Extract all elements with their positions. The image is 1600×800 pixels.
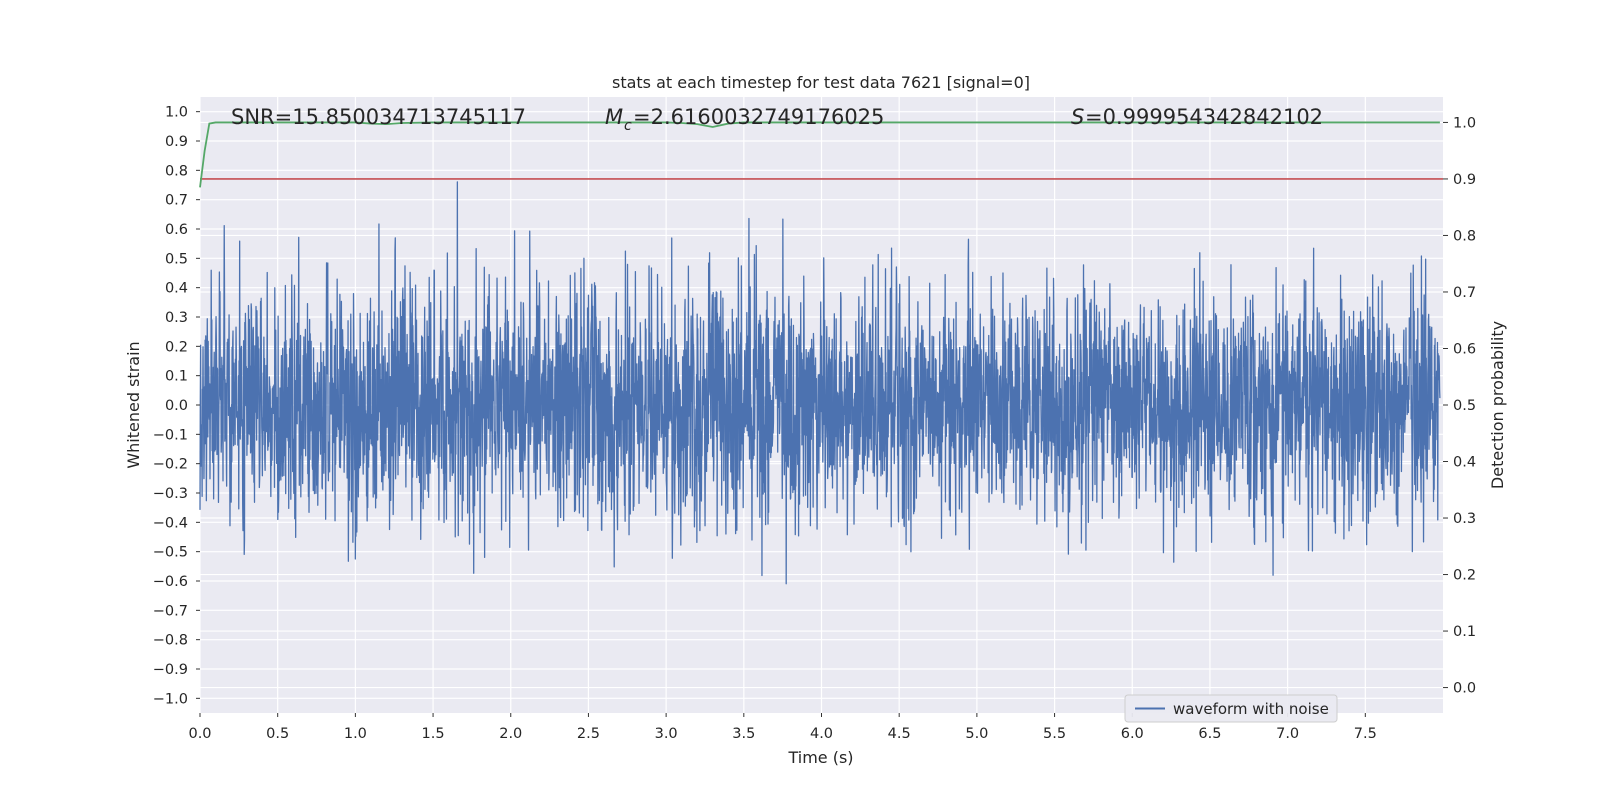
- y-tick-label: −0.5: [153, 545, 188, 561]
- y2-tick-label: 0.3: [1453, 511, 1476, 527]
- y-tick-label: −0.2: [153, 457, 188, 473]
- mc-annotation: M c =2.6160032749176025: [605, 105, 884, 134]
- y2-tick-label: 0.0: [1453, 681, 1476, 697]
- y-tick-label: 0.2: [165, 339, 188, 355]
- chart-title: stats at each timestep for test data 762…: [612, 73, 1030, 92]
- probability-line: [199, 121, 1440, 188]
- y-tick-label: −0.4: [153, 515, 188, 531]
- svg-text:S: S: [1071, 105, 1084, 129]
- snr-annotation: SNR=15.850034713745117: [231, 105, 526, 129]
- y-tick-label: −0.6: [153, 574, 188, 590]
- y-axis-right: 1.0 0.9 0.8 0.7 0.6 0.5 0.4 0.3 0.2 0.1 0.0: [1443, 115, 1476, 697]
- y2-axis-label: Detection probability: [1488, 321, 1507, 489]
- x-tick-label: 2.0: [499, 726, 522, 742]
- y-tick-label: 0.6: [165, 222, 188, 238]
- x-tick-label: 2.5: [577, 726, 600, 742]
- x-tick-label: 1.5: [422, 726, 445, 742]
- y-tick-label: −0.1: [153, 427, 188, 443]
- x-tick-label: 5.5: [1043, 726, 1066, 742]
- x-tick-label: 4.0: [810, 726, 833, 742]
- x-tick-label: 6.0: [1121, 726, 1144, 742]
- y2-tick-label: 0.5: [1453, 398, 1476, 414]
- y2-tick-label: 0.4: [1453, 455, 1476, 471]
- legend: waveform with noise: [1124, 694, 1338, 723]
- y-tick-label: 0.1: [165, 369, 188, 385]
- svg-text:c: c: [624, 118, 632, 134]
- waveform-line: [199, 181, 1441, 585]
- x-tick-label: 3.5: [732, 726, 755, 742]
- y2-tick-label: 0.1: [1453, 624, 1476, 640]
- y-tick-label: −0.7: [153, 603, 188, 619]
- svg-text:=0.999954342842102: =0.999954342842102: [1085, 105, 1323, 129]
- y2-tick-label: 0.8: [1453, 228, 1476, 244]
- y2-tick-label: 0.7: [1453, 285, 1476, 301]
- waveform-series: [199, 181, 1441, 585]
- s-annotation: S =0.999954342842102: [1071, 105, 1323, 129]
- y-tick-label: 0.3: [165, 310, 188, 326]
- x-tick-label: 6.5: [1198, 726, 1221, 742]
- y-tick-label: −0.3: [153, 486, 188, 502]
- x-tick-label: 3.0: [655, 726, 678, 742]
- y-tick-label: 0.7: [165, 193, 188, 209]
- svg-text:M: M: [605, 105, 623, 129]
- y-tick-label: 0.0: [165, 398, 188, 414]
- y2-tick-label: 0.2: [1453, 568, 1476, 584]
- y2-tick-label: 0.9: [1453, 172, 1476, 188]
- x-tick-label: 4.5: [888, 726, 911, 742]
- legend-box: [1124, 694, 1338, 723]
- x-axis: 0.0 0.5 1.0 1.5 2.0 2.5 3.0 3.5 4.0 4.5 5.0 5.5 6.0 6…: [188, 713, 1377, 742]
- y-axis-left: 1.0 0.9 0.8 0.7 0.6 0.5 0.4 0.3 0.2 0.1 0.0 −0.1 −0.…: [153, 105, 200, 707]
- x-tick-label: 0.5: [266, 726, 289, 742]
- legend-label: waveform with noise: [1173, 700, 1329, 718]
- x-tick-label: 0.0: [188, 726, 211, 742]
- y-axis-label: Whitened strain: [124, 341, 143, 468]
- x-tick-label: 1.0: [344, 726, 367, 742]
- y2-tick-label: 1.0: [1453, 115, 1476, 131]
- y-tick-label: 1.0: [165, 105, 188, 121]
- x-tick-label: 7.0: [1276, 726, 1299, 742]
- y-tick-label: 0.5: [165, 251, 188, 267]
- x-tick-label: 7.5: [1354, 726, 1377, 742]
- y-tick-label: 0.9: [165, 134, 188, 150]
- y-tick-label: −0.8: [153, 633, 188, 649]
- y-tick-label: −1.0: [153, 691, 188, 707]
- x-axis-label: Time (s): [787, 748, 853, 767]
- svg-text:=2.6160032749176025: =2.6160032749176025: [633, 105, 884, 129]
- y-tick-label: 0.4: [165, 281, 188, 297]
- probability-series: [199, 121, 1440, 188]
- y2-tick-label: 0.6: [1453, 341, 1476, 357]
- y-tick-label: 0.8: [165, 163, 188, 179]
- x-tick-label: 5.0: [965, 726, 988, 742]
- y-tick-label: −0.9: [153, 662, 188, 678]
